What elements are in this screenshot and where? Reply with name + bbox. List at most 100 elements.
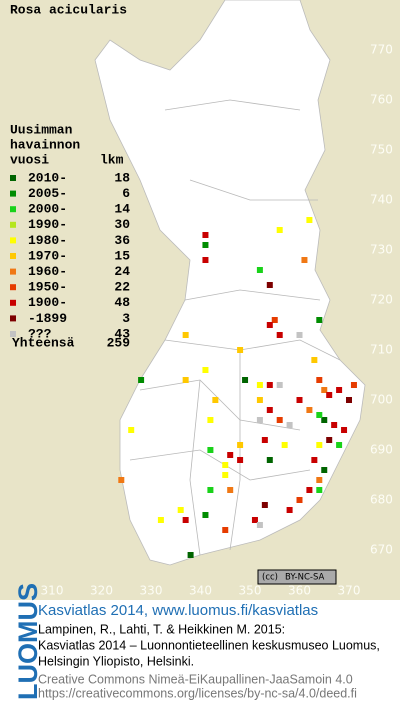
legend-count: 24 <box>114 264 130 279</box>
legend-count: 15 <box>114 248 130 263</box>
legend-label: 1950- <box>28 280 67 295</box>
observation-square <box>202 232 209 238</box>
legend-label: ??? <box>28 326 52 341</box>
observation-square <box>157 517 164 523</box>
citation-line: Helsingin Yliopisto, Helsinki. <box>38 654 194 668</box>
observation-square <box>301 257 308 263</box>
observation-square <box>222 527 229 533</box>
observation-square <box>276 382 283 388</box>
legend-swatch <box>10 190 16 197</box>
observation-square <box>281 442 288 448</box>
observation-square <box>286 507 293 513</box>
observation-square <box>207 417 214 423</box>
legend-count: 43 <box>114 326 130 341</box>
citation-line: Lampinen, R., Lahti, T. & Heikkinen M. 2… <box>38 622 285 636</box>
observation-square <box>237 347 244 353</box>
observation-square <box>316 442 323 448</box>
license-line: https://creativecommons.org/licenses/by-… <box>38 686 357 700</box>
observation-square <box>182 377 189 383</box>
observation-square <box>202 257 209 263</box>
observation-square <box>207 487 214 493</box>
x-tick-label: 340 <box>189 584 212 598</box>
legend-swatch <box>10 284 16 291</box>
legend-swatch <box>10 331 16 337</box>
observation-square <box>266 382 273 388</box>
observation-square <box>128 427 135 433</box>
legend-count: 36 <box>114 233 130 248</box>
legend-label: 2000- <box>28 202 67 217</box>
license-line: Creative Commons Nimeä-EiKaupallinen-Jaa… <box>38 672 353 686</box>
observation-square <box>256 267 263 273</box>
observation-square <box>202 367 209 373</box>
observation-square <box>266 282 273 288</box>
x-tick-label: 360 <box>288 584 311 598</box>
legend-label: 1970- <box>28 248 67 263</box>
legend-swatch <box>10 175 16 181</box>
legend-heading: Uusimman <box>10 122 73 137</box>
legend-label: 1990- <box>28 217 67 232</box>
y-tick-label: 700 <box>370 393 393 407</box>
legend-swatch <box>10 253 16 259</box>
observation-square <box>202 512 209 518</box>
observation-square <box>316 487 323 493</box>
observation-square <box>326 437 333 443</box>
luomus-logo: LUOMUS <box>13 583 43 700</box>
citation-line: Kasviatlas 2014 – Luonnontieteellinen ke… <box>38 638 380 652</box>
license-badge: (cc) BY-NC-SA <box>257 569 337 585</box>
y-tick-label: 680 <box>370 493 393 507</box>
observation-square <box>341 427 348 433</box>
total-count: 259 <box>107 335 131 350</box>
legend-count: 18 <box>114 170 130 185</box>
legend-label: 1980- <box>28 233 67 248</box>
observation-square <box>276 227 283 233</box>
observation-square <box>350 382 357 388</box>
observation-square <box>118 477 125 483</box>
observation-square <box>266 457 273 463</box>
observation-square <box>227 487 234 493</box>
observation-square <box>311 457 318 463</box>
legend-swatch <box>10 268 16 275</box>
legend-swatch <box>10 206 16 213</box>
observation-square <box>182 517 189 523</box>
y-tick-label: 730 <box>370 243 393 257</box>
observation-square <box>306 407 313 413</box>
observation-square <box>306 487 313 493</box>
observation-square <box>256 382 263 388</box>
y-tick-label: 720 <box>370 293 393 307</box>
y-tick-label: 690 <box>370 443 393 457</box>
observation-square <box>256 522 263 528</box>
observation-square <box>321 467 328 473</box>
observation-square <box>182 332 189 338</box>
cc-symbol: (cc) <box>262 573 278 583</box>
legend-label: 2005- <box>28 186 67 201</box>
observation-square <box>316 477 323 483</box>
y-tick-label: 670 <box>370 543 393 557</box>
observation-square <box>251 517 258 523</box>
legend-label: 2010- <box>28 170 67 185</box>
legend-count-heading: lkm <box>100 152 124 167</box>
legend-count: 6 <box>122 186 130 201</box>
footer-headline: Kasviatlas 2014, www.luomus.fi/kasviatla… <box>38 602 318 619</box>
observation-square <box>212 397 219 403</box>
observation-square <box>296 497 303 503</box>
observation-square <box>311 357 318 363</box>
observation-square <box>256 417 263 423</box>
total-label: Yhteensä <box>12 335 75 350</box>
observation-square <box>321 387 328 393</box>
y-tick-label: 770 <box>370 43 393 57</box>
observation-square <box>242 377 249 383</box>
observation-square <box>331 422 338 428</box>
observation-square <box>286 422 293 428</box>
legend-swatch <box>10 221 16 228</box>
observation-square <box>296 332 303 338</box>
observation-square <box>261 502 268 508</box>
y-tick-label: 710 <box>370 343 393 357</box>
legend-heading: havainnon <box>10 137 80 152</box>
observation-square <box>266 322 273 328</box>
legend-label: -1899 <box>28 311 67 326</box>
observation-square <box>306 217 313 223</box>
legend-count: 22 <box>114 280 130 295</box>
y-tick-label: 750 <box>370 143 393 157</box>
observation-square <box>222 472 229 478</box>
observation-square <box>316 412 323 418</box>
